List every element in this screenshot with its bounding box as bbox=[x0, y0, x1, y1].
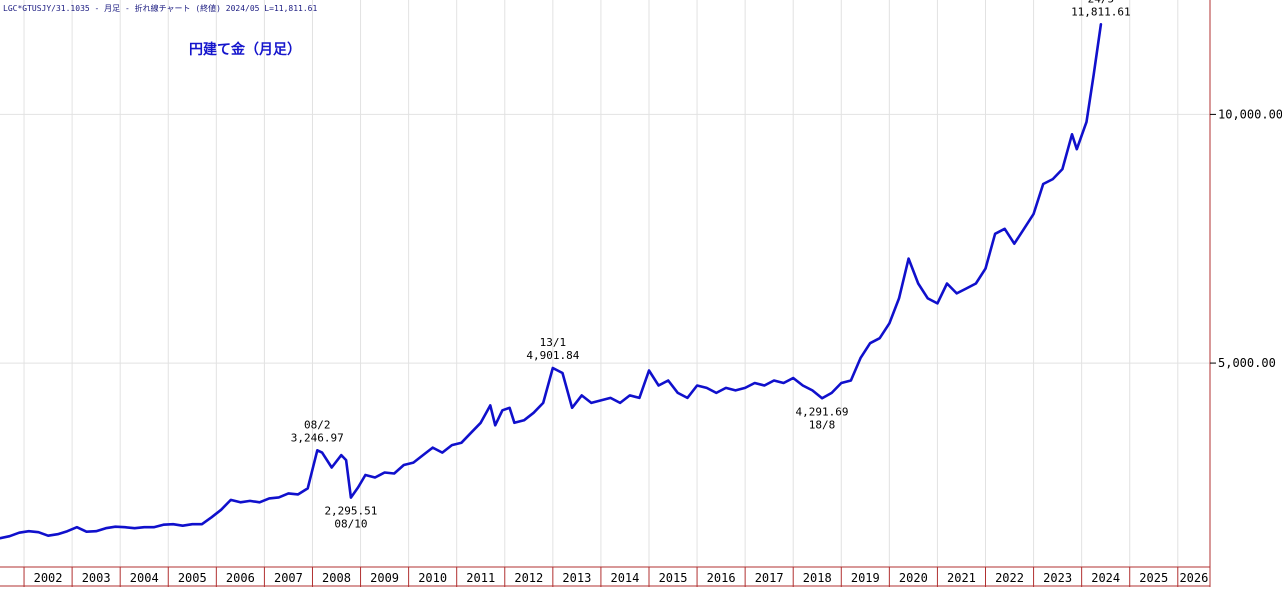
y-tick-label: 5,000.00 bbox=[1218, 356, 1276, 370]
x-tick-label: 2016 bbox=[707, 571, 736, 585]
x-tick-label: 2020 bbox=[899, 571, 928, 585]
y-axis: 5,000.00 10,000.00 bbox=[1210, 107, 1282, 370]
series-line bbox=[0, 23, 1103, 540]
x-tick-label: 2011 bbox=[466, 571, 495, 585]
x-tick-label: 2018 bbox=[803, 571, 832, 585]
annotation-value: 11,811.61 bbox=[1071, 5, 1131, 18]
x-tick-label: 2019 bbox=[851, 571, 880, 585]
x-tick-label: 2006 bbox=[226, 571, 255, 585]
chart-title: 円建て金（月足） bbox=[189, 41, 301, 58]
grid bbox=[0, 0, 1210, 567]
annotation-value: 4,901.84 bbox=[526, 349, 579, 362]
x-tick-label: 2022 bbox=[995, 571, 1024, 585]
x-tick-label: 2023 bbox=[1043, 571, 1072, 585]
annotation-value: 3,246.97 bbox=[291, 431, 344, 444]
x-tick-label: 2009 bbox=[370, 571, 399, 585]
x-tick-label: 2013 bbox=[562, 571, 591, 585]
x-tick-label: 2017 bbox=[755, 571, 784, 585]
chart-header: LGC*GTUSJY/31.1035 - 月足 - 折れ線チャート (終値) 2… bbox=[3, 3, 317, 13]
x-tick-label: 2004 bbox=[130, 571, 159, 585]
annotation-value: 2,295.51 bbox=[324, 505, 377, 518]
y-tick-label: 10,000.00 bbox=[1218, 107, 1282, 121]
x-tick-label: 2002 bbox=[34, 571, 63, 585]
x-axis: 2002 2003 2004 2005 2006 2007 2008 2009 2010 2011… bbox=[34, 571, 1209, 585]
series-layer bbox=[0, 23, 1103, 540]
x-tick-label: 2026 bbox=[1179, 571, 1208, 585]
x-tick-label: 2007 bbox=[274, 571, 303, 585]
x-tick-label: 2024 bbox=[1091, 571, 1120, 585]
annotation-date: 18/8 bbox=[809, 418, 836, 431]
x-tick-label: 2010 bbox=[418, 571, 447, 585]
x-tick-label: 2008 bbox=[322, 571, 351, 585]
annotation-date: 08/10 bbox=[334, 518, 367, 531]
x-tick-label: 2025 bbox=[1139, 571, 1168, 585]
x-tick-label: 2003 bbox=[82, 571, 111, 585]
x-tick-label: 2012 bbox=[514, 571, 543, 585]
annotation-date: 08/2 bbox=[304, 418, 331, 431]
x-tick-label: 2021 bbox=[947, 571, 976, 585]
annotation-value: 4,291.69 bbox=[796, 405, 849, 418]
frame bbox=[0, 0, 1211, 587]
x-tick-label: 2015 bbox=[659, 571, 688, 585]
x-tick-label: 2014 bbox=[610, 571, 639, 585]
annotation-date: 13/1 bbox=[540, 336, 567, 349]
annotation-date: 24/5 bbox=[1088, 0, 1115, 5]
x-tick-label: 2005 bbox=[178, 571, 207, 585]
